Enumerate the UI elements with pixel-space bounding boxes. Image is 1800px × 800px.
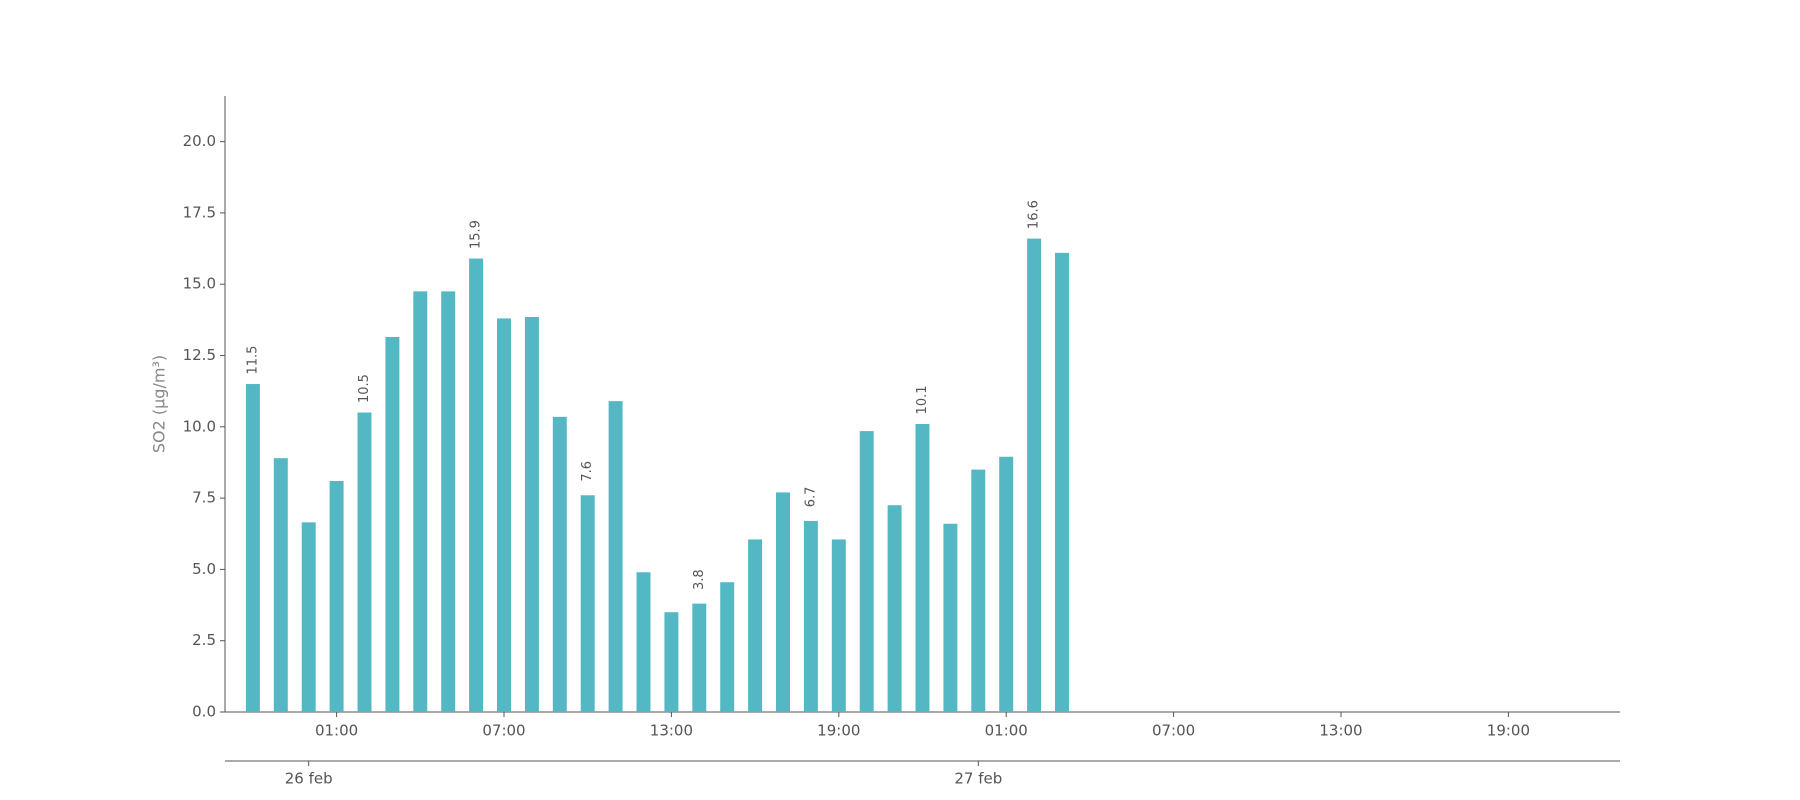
bar: [999, 456, 1014, 712]
x-tick-label: 01:00: [315, 722, 358, 740]
bar: [859, 431, 874, 712]
y-tick-label: 10.0: [183, 417, 216, 435]
bar: [608, 401, 623, 712]
x-tick-label: 19:00: [817, 722, 860, 740]
x-tick-label: 07:00: [1152, 722, 1195, 740]
value-label: 16.6: [1027, 200, 1042, 229]
bar: [552, 416, 567, 712]
value-label: 10.1: [915, 385, 930, 414]
bar: [385, 336, 400, 712]
value-label: 6.7: [803, 487, 818, 508]
date-tick-label: 27 feb: [954, 770, 1002, 788]
bar: [664, 612, 679, 712]
y-tick-label: 0.0: [192, 703, 216, 721]
bar: [748, 539, 763, 712]
value-label: 10.5: [357, 374, 372, 403]
y-tick-label: 12.5: [183, 346, 216, 364]
y-axis-label: SO2 (μg/m³): [150, 355, 169, 453]
x-tick-label: 07:00: [482, 722, 525, 740]
bar: [413, 291, 428, 712]
bar: [329, 481, 344, 712]
y-tick-label: 15.0: [183, 275, 216, 293]
bar: [831, 539, 846, 712]
y-tick-label: 5.0: [192, 560, 216, 578]
y-tick-label: 17.5: [183, 203, 216, 221]
bar: [524, 317, 539, 712]
bar: [776, 492, 790, 712]
bar: [943, 523, 958, 712]
bar: [803, 520, 818, 712]
bar: [1027, 238, 1042, 712]
bar: [692, 603, 707, 712]
bar: [887, 505, 902, 712]
bar: [971, 469, 986, 712]
bar: [636, 572, 651, 712]
value-label: 3.8: [692, 569, 707, 590]
bar: [469, 258, 484, 712]
bar: [273, 458, 288, 712]
x-tick-label: 13:00: [650, 722, 693, 740]
y-tick-label: 2.5: [192, 631, 216, 649]
bar: [357, 412, 372, 712]
x-tick-label: 13:00: [1319, 722, 1362, 740]
value-label: 15.9: [469, 220, 484, 249]
date-tick-label: 26 feb: [285, 770, 333, 788]
y-tick-label: 7.5: [192, 489, 216, 507]
bar: [441, 291, 456, 712]
bar: [245, 384, 260, 712]
bar: [497, 318, 511, 712]
bar: [580, 495, 595, 712]
bar: [915, 423, 930, 712]
value-label: 7.6: [580, 461, 595, 482]
bar: [1055, 252, 1069, 712]
bar: [301, 522, 316, 712]
value-label: 11.5: [245, 346, 260, 375]
x-tick-label: 01:00: [985, 722, 1028, 740]
x-tick-label: 19:00: [1487, 722, 1530, 740]
bar: [720, 582, 735, 712]
y-tick-label: 20.0: [183, 132, 216, 150]
